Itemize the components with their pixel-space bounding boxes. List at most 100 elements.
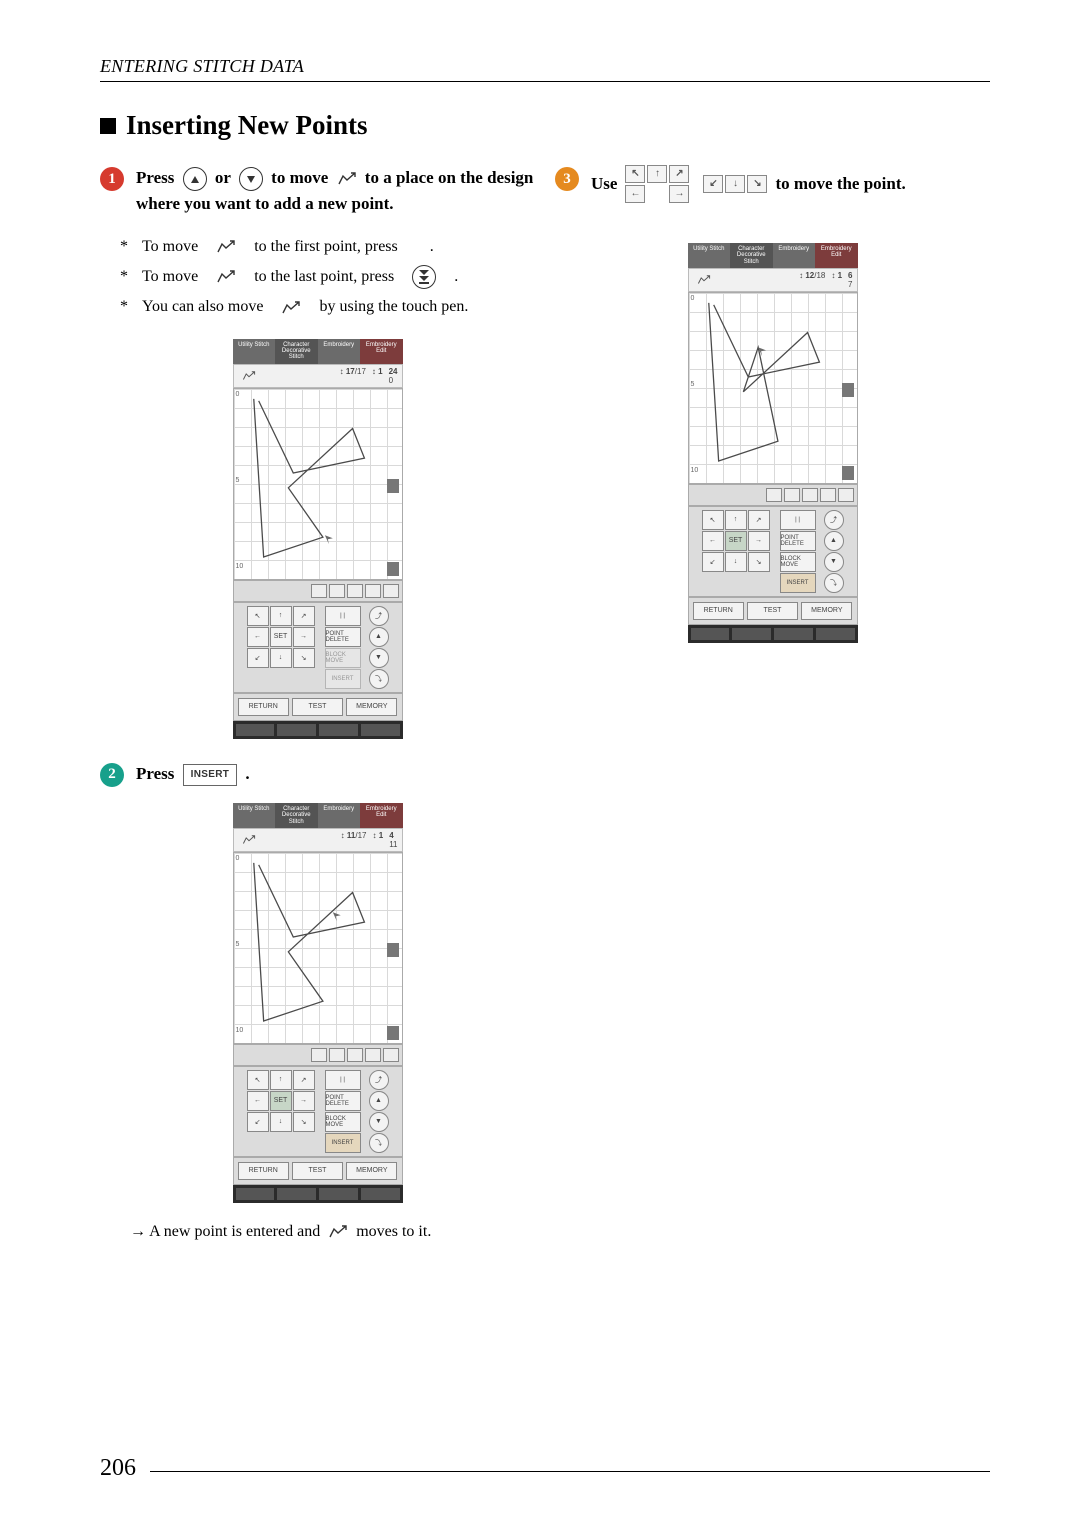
last-point-button-icon[interactable]	[412, 265, 436, 289]
dir-l[interactable]: ←	[247, 1091, 269, 1111]
zoom-tool-icon[interactable]	[365, 584, 381, 598]
last-point-btn[interactable]: ⤵	[369, 1133, 389, 1153]
dir-ul[interactable]: ↖	[702, 510, 724, 530]
zoom-tool-icon[interactable]	[347, 584, 363, 598]
return-button[interactable]: RETURN	[693, 602, 744, 620]
memory-button[interactable]: MEMORY	[346, 698, 397, 716]
keypad-l[interactable]: ←	[625, 185, 645, 203]
sys-icon[interactable]	[236, 1188, 275, 1200]
tab-embroidery[interactable]: Embroidery	[773, 243, 816, 268]
insert-button[interactable]: INSERT	[325, 1133, 361, 1153]
zoom-tool-icon[interactable]	[347, 1048, 363, 1062]
keypad-ur[interactable]: ↗	[669, 165, 689, 183]
down-button-icon[interactable]	[239, 167, 263, 191]
device-canvas[interactable]: 0 5 10	[233, 852, 403, 1044]
return-button[interactable]: RETURN	[238, 1162, 289, 1180]
sys-icon[interactable]	[319, 724, 358, 736]
sys-icon[interactable]	[236, 724, 275, 736]
sys-icon[interactable]	[816, 628, 855, 640]
dir-dl[interactable]: ↙	[247, 648, 269, 668]
keypad-dl[interactable]: ↙	[703, 175, 723, 193]
dir-dl[interactable]: ↙	[702, 552, 724, 572]
dir-dr[interactable]: ↘	[748, 552, 770, 572]
zoom-tool-icon[interactable]	[383, 1048, 399, 1062]
sys-icon[interactable]	[361, 724, 400, 736]
point-delete-button[interactable]: POINT DELETE	[325, 1091, 361, 1111]
dir-u[interactable]: ↑	[270, 1070, 292, 1090]
point-delete-button[interactable]: POINT DELETE	[780, 531, 816, 551]
insert-button[interactable]: INSERT	[780, 573, 816, 593]
memory-button[interactable]: MEMORY	[346, 1162, 397, 1180]
set-button[interactable]: SET	[270, 1091, 292, 1111]
panel-blank[interactable]: | |	[325, 1070, 361, 1090]
zoom-tool-icon[interactable]	[802, 488, 818, 502]
scroll-down-icon[interactable]	[387, 562, 399, 576]
first-point-btn[interactable]: ⤴	[369, 606, 389, 626]
dir-dr[interactable]: ↘	[293, 1112, 315, 1132]
tab-utility[interactable]: Utility Stitch	[233, 339, 276, 364]
dir-l[interactable]: ←	[247, 627, 269, 647]
scroll-up-icon[interactable]	[387, 479, 399, 493]
zoom-tool-icon[interactable]	[383, 584, 399, 598]
step-down-btn[interactable]: ▼	[369, 648, 389, 668]
point-delete-button[interactable]: POINT DELETE	[325, 627, 361, 647]
keypad-d[interactable]: ↓	[725, 175, 745, 193]
dir-d[interactable]: ↓	[725, 552, 747, 572]
step-up-btn[interactable]: ▲	[369, 627, 389, 647]
zoom-tool-icon[interactable]	[784, 488, 800, 502]
step-down-btn[interactable]: ▼	[824, 552, 844, 572]
sys-icon[interactable]	[277, 724, 316, 736]
tab-embroidery-edit[interactable]: Embroidery Edit	[360, 339, 403, 364]
keypad-ul[interactable]: ↖	[625, 165, 645, 183]
scroll-down-icon[interactable]	[842, 466, 854, 480]
last-point-btn[interactable]: ⤵	[369, 669, 389, 689]
dir-l[interactable]: ←	[702, 531, 724, 551]
set-button[interactable]: SET	[725, 531, 747, 551]
dir-dl[interactable]: ↙	[247, 1112, 269, 1132]
memory-button[interactable]: MEMORY	[801, 602, 852, 620]
zoom-tool-icon[interactable]	[838, 488, 854, 502]
sys-icon[interactable]	[277, 1188, 316, 1200]
step-up-btn[interactable]: ▲	[824, 531, 844, 551]
dir-dr[interactable]: ↘	[293, 648, 315, 668]
dir-r[interactable]: →	[748, 531, 770, 551]
keypad-dr[interactable]: ↘	[747, 175, 767, 193]
tab-utility[interactable]: Utility Stitch	[233, 803, 276, 828]
tab-character[interactable]: Character Decorative Stitch	[275, 339, 318, 364]
direction-pad-icon[interactable]: ↖ ↑ ↗ ← →	[625, 165, 689, 203]
zoom-tool-icon[interactable]	[311, 1048, 327, 1062]
return-button[interactable]: RETURN	[238, 698, 289, 716]
test-button[interactable]: TEST	[292, 698, 343, 716]
test-button[interactable]: TEST	[292, 1162, 343, 1180]
zoom-tool-icon[interactable]	[311, 584, 327, 598]
dir-r[interactable]: →	[293, 1091, 315, 1111]
panel-blank[interactable]: | |	[780, 510, 816, 530]
dir-d[interactable]: ↓	[270, 648, 292, 668]
dir-ur[interactable]: ↗	[293, 1070, 315, 1090]
block-move-button[interactable]: BLOCK MOVE	[325, 648, 361, 668]
scroll-down-icon[interactable]	[387, 1026, 399, 1040]
dir-ul[interactable]: ↖	[247, 606, 269, 626]
dir-r[interactable]: →	[293, 627, 315, 647]
device-canvas[interactable]: 0 5 10	[688, 292, 858, 484]
tab-utility[interactable]: Utility Stitch	[688, 243, 731, 268]
insert-button[interactable]: INSERT	[325, 669, 361, 689]
set-button[interactable]: SET	[270, 627, 292, 647]
block-move-button[interactable]: BLOCK MOVE	[780, 552, 816, 572]
up-button-icon[interactable]	[183, 167, 207, 191]
sys-icon[interactable]	[361, 1188, 400, 1200]
keypad-r[interactable]: →	[669, 185, 689, 203]
dir-d[interactable]: ↓	[270, 1112, 292, 1132]
zoom-tool-icon[interactable]	[766, 488, 782, 502]
dir-u[interactable]: ↑	[725, 510, 747, 530]
tab-embroidery-edit[interactable]: Embroidery Edit	[815, 243, 858, 268]
block-move-button[interactable]: BLOCK MOVE	[325, 1112, 361, 1132]
direction-pad-row2-icon[interactable]: ↙ ↓ ↘	[703, 175, 767, 193]
first-point-btn[interactable]: ⤴	[369, 1070, 389, 1090]
tab-character[interactable]: Character Decorative Stitch	[275, 803, 318, 828]
tab-embroidery[interactable]: Embroidery	[318, 803, 361, 828]
zoom-tool-icon[interactable]	[329, 584, 345, 598]
dir-ul[interactable]: ↖	[247, 1070, 269, 1090]
tab-embroidery[interactable]: Embroidery	[318, 339, 361, 364]
tab-character[interactable]: Character Decorative Stitch	[730, 243, 773, 268]
